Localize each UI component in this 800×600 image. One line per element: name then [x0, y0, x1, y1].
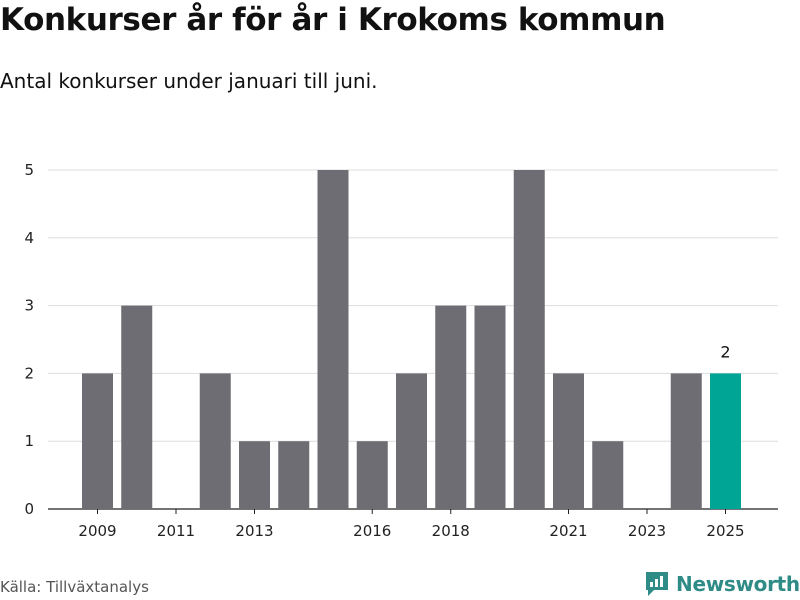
data-label: 2 [720, 342, 730, 361]
y-tick-label: 4 [24, 229, 34, 247]
bar [435, 305, 467, 509]
x-tick-label: 2013 [235, 522, 273, 540]
bar [592, 441, 624, 509]
bar [278, 441, 310, 509]
y-tick-label: 5 [24, 161, 34, 179]
y-tick-label: 0 [24, 500, 34, 518]
bar [239, 441, 270, 509]
chart-title: Konkurser år för år i Krokoms kommun [0, 2, 666, 38]
x-tick-label: 2023 [628, 522, 666, 540]
x-tick-label: 2016 [353, 522, 391, 540]
bar [356, 441, 388, 509]
bar [121, 305, 153, 509]
brand-name: Newsworthy [676, 572, 800, 596]
brand-logo: Newsworthy [644, 570, 800, 598]
source-note: Källa: Tillväxtanalys [0, 578, 149, 596]
x-tick-label: 2025 [706, 522, 744, 540]
y-tick-label: 3 [24, 297, 34, 315]
y-tick-label: 2 [24, 364, 34, 382]
x-tick-label: 2021 [549, 522, 587, 540]
bar [553, 373, 584, 509]
x-tick-label: 2011 [157, 522, 195, 540]
chart-subtitle: Antal konkurser under januari till juni. [0, 69, 378, 93]
bar [710, 373, 741, 509]
bar [474, 305, 506, 509]
bar [317, 170, 349, 509]
newsworthy-logo-icon [646, 572, 668, 596]
y-tick-label: 1 [24, 432, 34, 450]
bar [670, 373, 702, 509]
bar [199, 373, 231, 509]
x-tick-label: 2009 [78, 522, 116, 540]
bar [396, 373, 427, 509]
bar [513, 170, 545, 509]
x-tick-label: 2018 [432, 522, 470, 540]
bar [82, 373, 113, 509]
